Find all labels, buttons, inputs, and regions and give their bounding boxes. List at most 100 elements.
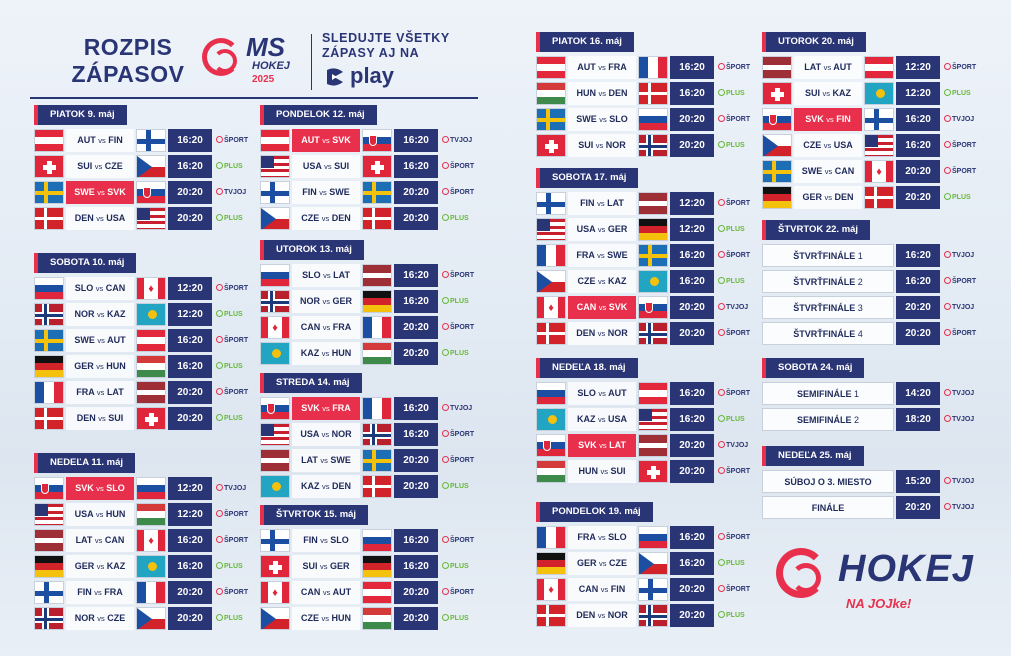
channel-icon [442, 456, 449, 463]
vs-label: vs [96, 214, 104, 223]
flag-swe-icon [762, 160, 792, 183]
vs-label: vs [321, 482, 330, 491]
match-time: 20:20 [896, 496, 940, 519]
home-team: SWE [74, 335, 95, 345]
flag-cze-icon [260, 607, 290, 630]
flag-svk-icon [762, 108, 792, 131]
home-team: SUI [302, 561, 318, 571]
vs-label: vs [597, 611, 606, 620]
match-teams: DEN vs USA [66, 207, 134, 230]
away-team: LAT [333, 270, 350, 280]
day-header: PONDELOK 12. máj [260, 105, 377, 125]
flag-aut-icon [260, 129, 290, 152]
match-time: 12:20 [896, 56, 940, 79]
away-team: AUT [107, 335, 126, 345]
flag-den-icon [34, 407, 64, 430]
channel-icon [216, 362, 223, 369]
flag-cze-icon [762, 134, 792, 157]
vs-label: vs [599, 115, 607, 124]
match-teams: CAN vs SVK [568, 296, 636, 319]
channel-icon [944, 251, 951, 258]
match-time: 16:20 [394, 129, 438, 152]
away-team: SUI [108, 413, 124, 423]
stage-row: FINÁLE 20:20 TVJOJ [762, 496, 984, 519]
match-row: SVK vs SLO 12:20 TVJOJ [34, 477, 256, 500]
channel-icon [718, 415, 725, 422]
channel-plus: PLUS [718, 270, 745, 293]
flag-cze-icon [136, 607, 166, 630]
match-teams: SVK vs FRA [292, 397, 360, 420]
vs-label: vs [824, 167, 833, 176]
flag-fin-icon [260, 181, 290, 204]
match-teams: DEN vs NOR [568, 322, 636, 345]
channel-sport: ŠPORT [216, 277, 248, 300]
match-row: AUT vs FRA 16:20 ŠPORT [536, 56, 758, 79]
match-time: 16:20 [168, 529, 212, 552]
vs-label: vs [597, 199, 605, 208]
match-time: 20:20 [168, 407, 212, 430]
away-team: KAZ [608, 276, 627, 286]
flag-svk-icon [136, 181, 166, 204]
play-label: play [350, 63, 395, 88]
flag-aut-icon [136, 329, 166, 352]
flag-svk-icon [362, 129, 392, 152]
match-row: USA vs GER 12:20 PLUS [536, 218, 758, 241]
channel-icon [718, 251, 725, 258]
away-team: HUN [331, 348, 352, 358]
stage-row: ŠTVRŤFINÁLE 1 16:20 TVJOJ [762, 244, 984, 267]
home-team: LAT [75, 535, 93, 545]
channel-icon [216, 536, 223, 543]
away-team: CZE [107, 613, 126, 623]
flag-kaz-icon [536, 408, 566, 431]
match-teams: LAT vs AUT [794, 56, 862, 79]
match-time: 20:20 [670, 322, 714, 345]
flag-sui-icon [34, 155, 64, 178]
match-time: 16:20 [168, 555, 212, 578]
match-row: AUT vs SVK 16:20 TVJOJ [260, 129, 482, 152]
stage-name: SEMIFINÁLE 2 [762, 408, 894, 431]
away-team: SVK [332, 135, 351, 145]
match-teams: FIN vs SWE [292, 181, 360, 204]
vs-label: vs [321, 430, 330, 439]
day-header: PIATOK 9. máj [34, 105, 127, 125]
channel-icon [718, 199, 725, 206]
match-teams: DEN vs SUI [66, 407, 134, 430]
match-time: 16:20 [168, 329, 212, 352]
match-row: SWE vs AUT 16:20 ŠPORT [34, 329, 256, 352]
vs-label: vs [597, 251, 605, 260]
match-time: 12:20 [168, 303, 212, 326]
flag-hun-icon [136, 355, 166, 378]
channel-sport: ŠPORT [944, 134, 976, 157]
home-team: SWE [801, 166, 823, 176]
stage-name: SEMIFINÁLE 1 [762, 382, 894, 405]
channel-icon [718, 467, 725, 474]
flag-sui-icon [638, 460, 668, 483]
match-teams: SWE vs SLO [568, 108, 636, 131]
match-row: LAT vs AUT 12:20 ŠPORT [762, 56, 984, 79]
match-row: DEN vs NOR 20:20 ŠPORT [536, 322, 758, 345]
flag-ger-icon [762, 186, 792, 209]
hokej-na-jojke-logo: HOKEJ NA JOJke! [776, 540, 973, 620]
channel-sport: ŠPORT [216, 381, 248, 404]
home-team: DEN [74, 213, 94, 223]
match-teams: USA vs HUN [66, 503, 134, 526]
away-team: GER [332, 296, 353, 306]
flag-swe-icon [34, 181, 64, 204]
match-teams: GER vs DEN [794, 186, 862, 209]
vs-label: vs [96, 388, 105, 397]
away-team: SLO [106, 483, 125, 493]
away-team: CAN [105, 283, 126, 293]
home-team: SUI [804, 88, 820, 98]
home-team: NOR [74, 613, 95, 623]
match-teams: CZE vs DEN [292, 207, 360, 230]
channel-icon [718, 441, 725, 448]
flag-swe-icon [638, 244, 668, 267]
away-team: FRA [104, 587, 123, 597]
match-teams: SUI vs CZE [66, 155, 134, 178]
flag-sui-icon [362, 155, 392, 178]
channel-icon [944, 89, 951, 96]
flag-kaz-icon [260, 475, 290, 498]
away-team: AUT [608, 388, 627, 398]
match-row: SUI vs CZE 16:20 PLUS [34, 155, 256, 178]
match-row: GER vs CZE 16:20 PLUS [536, 552, 758, 575]
